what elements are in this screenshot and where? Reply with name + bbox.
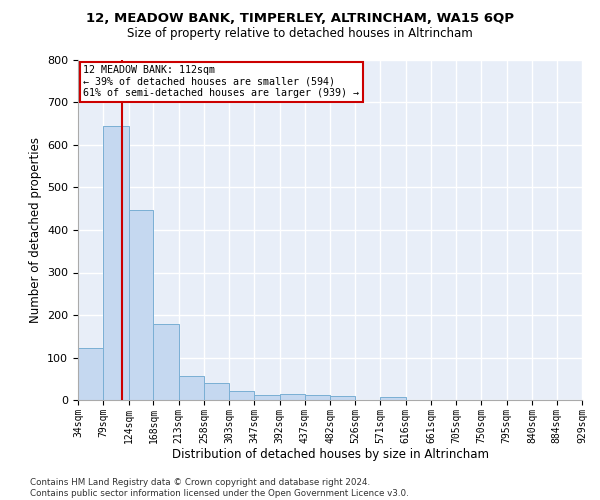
Bar: [204, 383, 229, 400]
X-axis label: Distribution of detached houses by size in Altrincham: Distribution of detached houses by size …: [172, 448, 488, 462]
Text: Contains HM Land Registry data © Crown copyright and database right 2024.
Contai: Contains HM Land Registry data © Crown c…: [30, 478, 409, 498]
Bar: [154, 324, 179, 400]
Text: 12 MEADOW BANK: 112sqm
← 39% of detached houses are smaller (594)
61% of semi-de: 12 MEADOW BANK: 112sqm ← 39% of detached…: [83, 65, 359, 98]
Bar: [229, 390, 254, 400]
Bar: [78, 348, 103, 400]
Bar: [103, 126, 128, 400]
Text: 12, MEADOW BANK, TIMPERLEY, ALTRINCHAM, WA15 6QP: 12, MEADOW BANK, TIMPERLEY, ALTRINCHAM, …: [86, 12, 514, 26]
Bar: [280, 394, 305, 400]
Y-axis label: Number of detached properties: Number of detached properties: [29, 137, 41, 323]
Bar: [128, 210, 154, 400]
Bar: [254, 395, 280, 400]
Bar: [380, 396, 406, 400]
Bar: [305, 396, 330, 400]
Bar: [179, 376, 204, 400]
Text: Size of property relative to detached houses in Altrincham: Size of property relative to detached ho…: [127, 28, 473, 40]
Bar: [330, 396, 355, 400]
